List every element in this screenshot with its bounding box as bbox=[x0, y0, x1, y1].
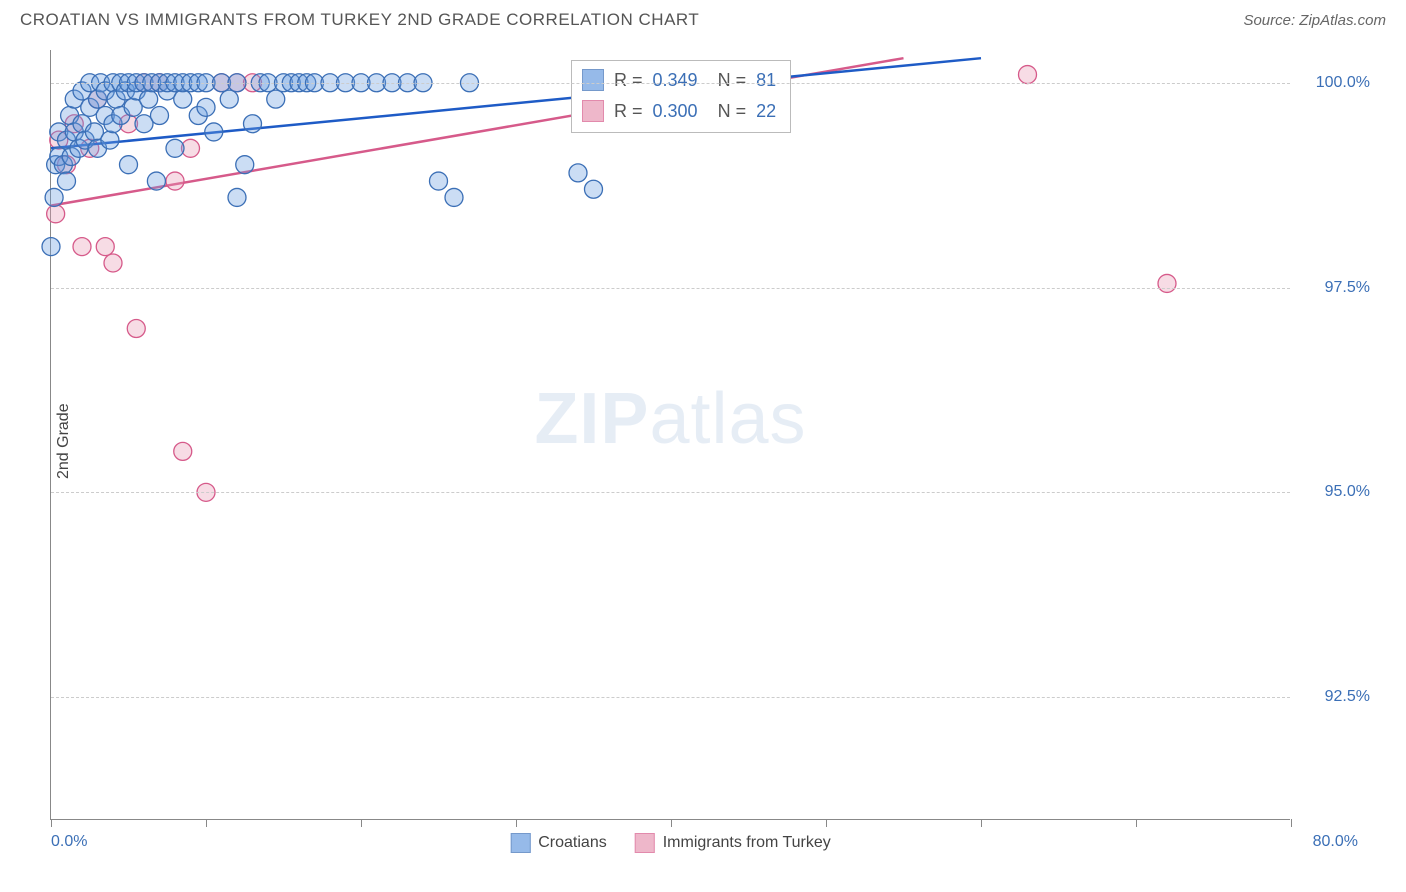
x-axis-min-label: 0.0% bbox=[51, 833, 87, 851]
legend-item-turkey: Immigrants from Turkey bbox=[635, 833, 831, 853]
stats-r-turkey: 0.300 bbox=[653, 96, 698, 127]
x-tick bbox=[361, 819, 362, 827]
stats-n-label-2: N = bbox=[708, 96, 747, 127]
x-tick bbox=[826, 819, 827, 827]
correlation-stats-box: R = 0.349 N = 81 R = 0.300 N = 22 bbox=[571, 60, 791, 133]
stats-n-turkey: 22 bbox=[756, 96, 776, 127]
x-tick bbox=[206, 819, 207, 827]
chart-container: 2nd Grade ZIPatlas R = 0.349 N = 81 R = … bbox=[50, 50, 1380, 820]
x-tick bbox=[1291, 819, 1292, 827]
stats-r-croatians: 0.349 bbox=[653, 65, 698, 96]
y-tick-label: 97.5% bbox=[1300, 279, 1370, 297]
y-tick-label: 100.0% bbox=[1300, 74, 1370, 92]
stats-swatch-turkey bbox=[582, 100, 604, 122]
stats-swatch-croatians bbox=[582, 69, 604, 91]
stats-row-turkey: R = 0.300 N = 22 bbox=[582, 96, 776, 127]
chart-source: Source: ZipAtlas.com bbox=[1243, 12, 1386, 29]
chart-title: CROATIAN VS IMMIGRANTS FROM TURKEY 2ND G… bbox=[20, 10, 699, 30]
legend-label-croatians: Croatians bbox=[538, 834, 606, 852]
x-tick bbox=[1136, 819, 1137, 827]
legend-swatch-turkey bbox=[635, 833, 655, 853]
y-tick-label: 92.5% bbox=[1300, 688, 1370, 706]
stats-n-label: N = bbox=[708, 65, 747, 96]
gridline-h bbox=[51, 83, 1290, 84]
x-tick bbox=[671, 819, 672, 827]
stats-n-croatians: 81 bbox=[756, 65, 776, 96]
y-tick-label: 95.0% bbox=[1300, 483, 1370, 501]
chart-header: CROATIAN VS IMMIGRANTS FROM TURKEY 2ND G… bbox=[0, 0, 1406, 38]
x-tick bbox=[981, 819, 982, 827]
gridline-h bbox=[51, 492, 1290, 493]
stats-row-croatians: R = 0.349 N = 81 bbox=[582, 65, 776, 96]
x-axis-max-label: 80.0% bbox=[1313, 833, 1358, 851]
plot-area: ZIPatlas R = 0.349 N = 81 R = 0.300 N = … bbox=[50, 50, 1290, 820]
legend-label-turkey: Immigrants from Turkey bbox=[663, 834, 831, 852]
stats-r-label: R = bbox=[614, 65, 643, 96]
x-tick bbox=[51, 819, 52, 827]
plot-svg bbox=[51, 50, 1290, 819]
legend-bottom: Croatians Immigrants from Turkey bbox=[510, 833, 831, 853]
legend-item-croatians: Croatians bbox=[510, 833, 606, 853]
legend-swatch-croatians bbox=[510, 833, 530, 853]
gridline-h bbox=[51, 288, 1290, 289]
stats-r-label-2: R = bbox=[614, 96, 643, 127]
gridline-h bbox=[51, 697, 1290, 698]
x-tick bbox=[516, 819, 517, 827]
